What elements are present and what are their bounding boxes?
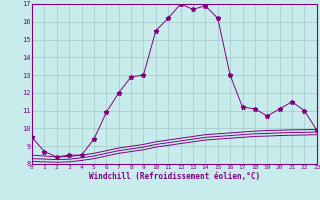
X-axis label: Windchill (Refroidissement éolien,°C): Windchill (Refroidissement éolien,°C) — [89, 172, 260, 181]
